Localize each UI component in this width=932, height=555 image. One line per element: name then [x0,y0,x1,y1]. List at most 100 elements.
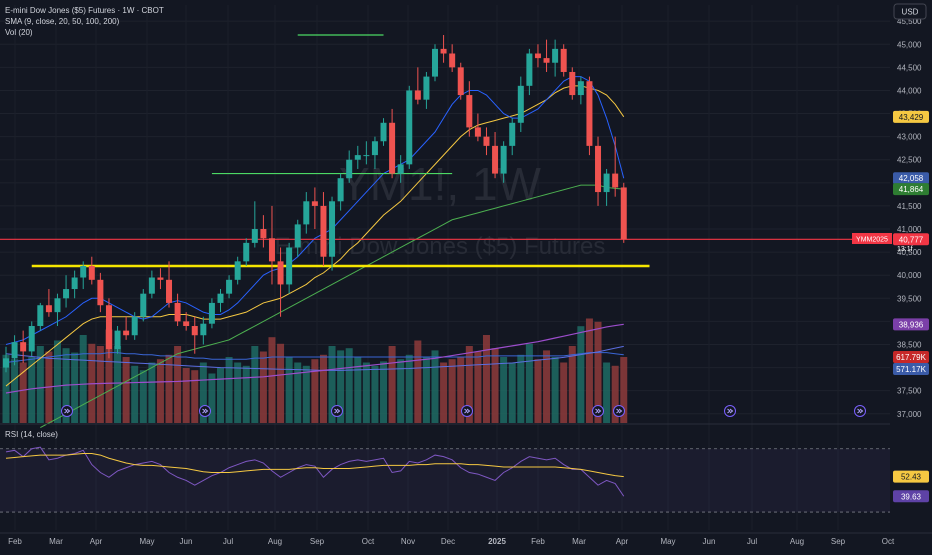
volume-bar [457,357,465,423]
price-tick-label: 45,500 [897,17,922,26]
candle-body [131,316,138,336]
candle-body [406,90,413,165]
candle-body [466,95,473,128]
candle-body [483,136,490,146]
time-tick-label: Oct [882,537,895,546]
volume-bar [345,348,353,423]
volume-bar [285,357,293,423]
time-tick-label: Feb [531,537,545,546]
axis-badges: 43,429 42,058 41,864 40,777 38,936 617.79K 571… [893,110,929,503]
sma-overlay-line [5,323,624,394]
event-markers[interactable] [61,405,866,417]
last-price-badge: 40,777 [893,233,929,246]
candle-body [260,229,267,239]
candle-body [11,342,18,359]
candle-body [569,71,576,96]
volume-badge: 617.79K [893,351,929,363]
candle-body [217,293,224,303]
horizontal-levels[interactable] [0,34,890,268]
volume-bar [225,357,233,423]
rsi-ma-line [5,453,624,478]
symbol-legend[interactable]: E-mini Dow Jones ($5) Futures · 1W · CBO… [5,5,164,16]
volume-bar [474,351,482,423]
candle-body [432,48,438,77]
event-marker[interactable] [199,405,211,417]
price-tick-label: 37,000 [897,410,922,419]
sma-legend[interactable]: SMA (9, close, 20, 50, 100, 200) [5,16,119,27]
volume-bar [79,335,87,423]
event-marker[interactable] [724,405,736,417]
candle-body [148,277,155,294]
candle-body [311,201,318,206]
volume-bar [251,346,259,423]
volume-legend[interactable]: Vol (20) [5,27,33,38]
price-tick-label: 39,500 [897,294,922,303]
rsi-badge-text: 39.63 [901,492,922,501]
event-marker[interactable] [592,405,604,417]
candle-body [389,122,396,174]
candle-body [474,127,481,137]
candle-body [397,164,404,174]
volume-bar [28,357,36,423]
rsi-badge-box [893,490,929,503]
volume-bar [388,346,396,423]
rsi-badge: 39.63 [893,490,929,503]
price-tick-label: 38,500 [897,340,922,349]
volume-bar [165,354,173,423]
candle-body [243,242,250,262]
candle-body [114,330,121,350]
sma-slow-line [40,184,624,429]
price-tick-label: 44,500 [897,63,922,72]
candle-body [414,90,421,100]
rsi-ma-badge-box [893,470,929,483]
candle-body [157,277,164,280]
volume-bar [448,359,456,423]
event-marker[interactable] [61,405,73,417]
time-tick-label: Oct [362,537,375,546]
price-tick-label: 40,000 [897,271,922,280]
event-marker[interactable] [331,405,343,417]
sma-mid-badge-text: 43,429 [899,113,924,122]
time-tick-label: Jun [703,537,716,546]
event-marker[interactable] [613,405,625,417]
candle-body [140,293,147,317]
volume-bar [414,340,422,423]
candle-body [208,302,215,324]
rsi-ma-badge: 52.43 [893,470,929,483]
volume-bar [277,343,285,423]
time-tick-label: Jul [223,537,233,546]
candle-body [286,247,293,285]
event-marker-icon [202,408,209,414]
volume-bar [294,362,302,423]
volume-bar [611,365,619,423]
price-tick-label: 43,000 [897,133,922,142]
time-axis[interactable]: Feb Mar Apr May Jun Jul Aug Sep Oct Nov Dec 2025 Feb… [0,532,932,546]
currency-badge[interactable]: USD [893,3,927,20]
sma-fast-badge-box [893,172,929,185]
candle-body [354,155,361,160]
volume-bar [543,350,551,423]
candle-body [191,326,198,336]
volume-bar [585,318,593,423]
volume-bar [431,350,439,423]
volume-bar [517,354,525,423]
candle-body [80,265,87,278]
rsi-legend[interactable]: RSI (14, close) [5,429,58,440]
price-tick-label: 42,500 [897,156,922,165]
time-tick-label: Mar [572,537,586,546]
volume-bar [500,357,508,423]
volume-bar [380,361,388,423]
volume-bar [319,354,327,423]
event-marker[interactable] [854,405,866,417]
bar-countdown: 13:1f [897,246,913,253]
time-tick-label: Apr [90,537,103,546]
event-marker[interactable] [461,405,473,417]
candle-body [37,305,44,327]
volume-ma-badge-text: 571.17K [896,365,926,374]
price-axis[interactable]: 45,50045,00044,50044,00043,50043,00042,5… [890,0,932,550]
time-tick-label: Aug [268,537,282,546]
event-marker-icon [595,408,602,414]
